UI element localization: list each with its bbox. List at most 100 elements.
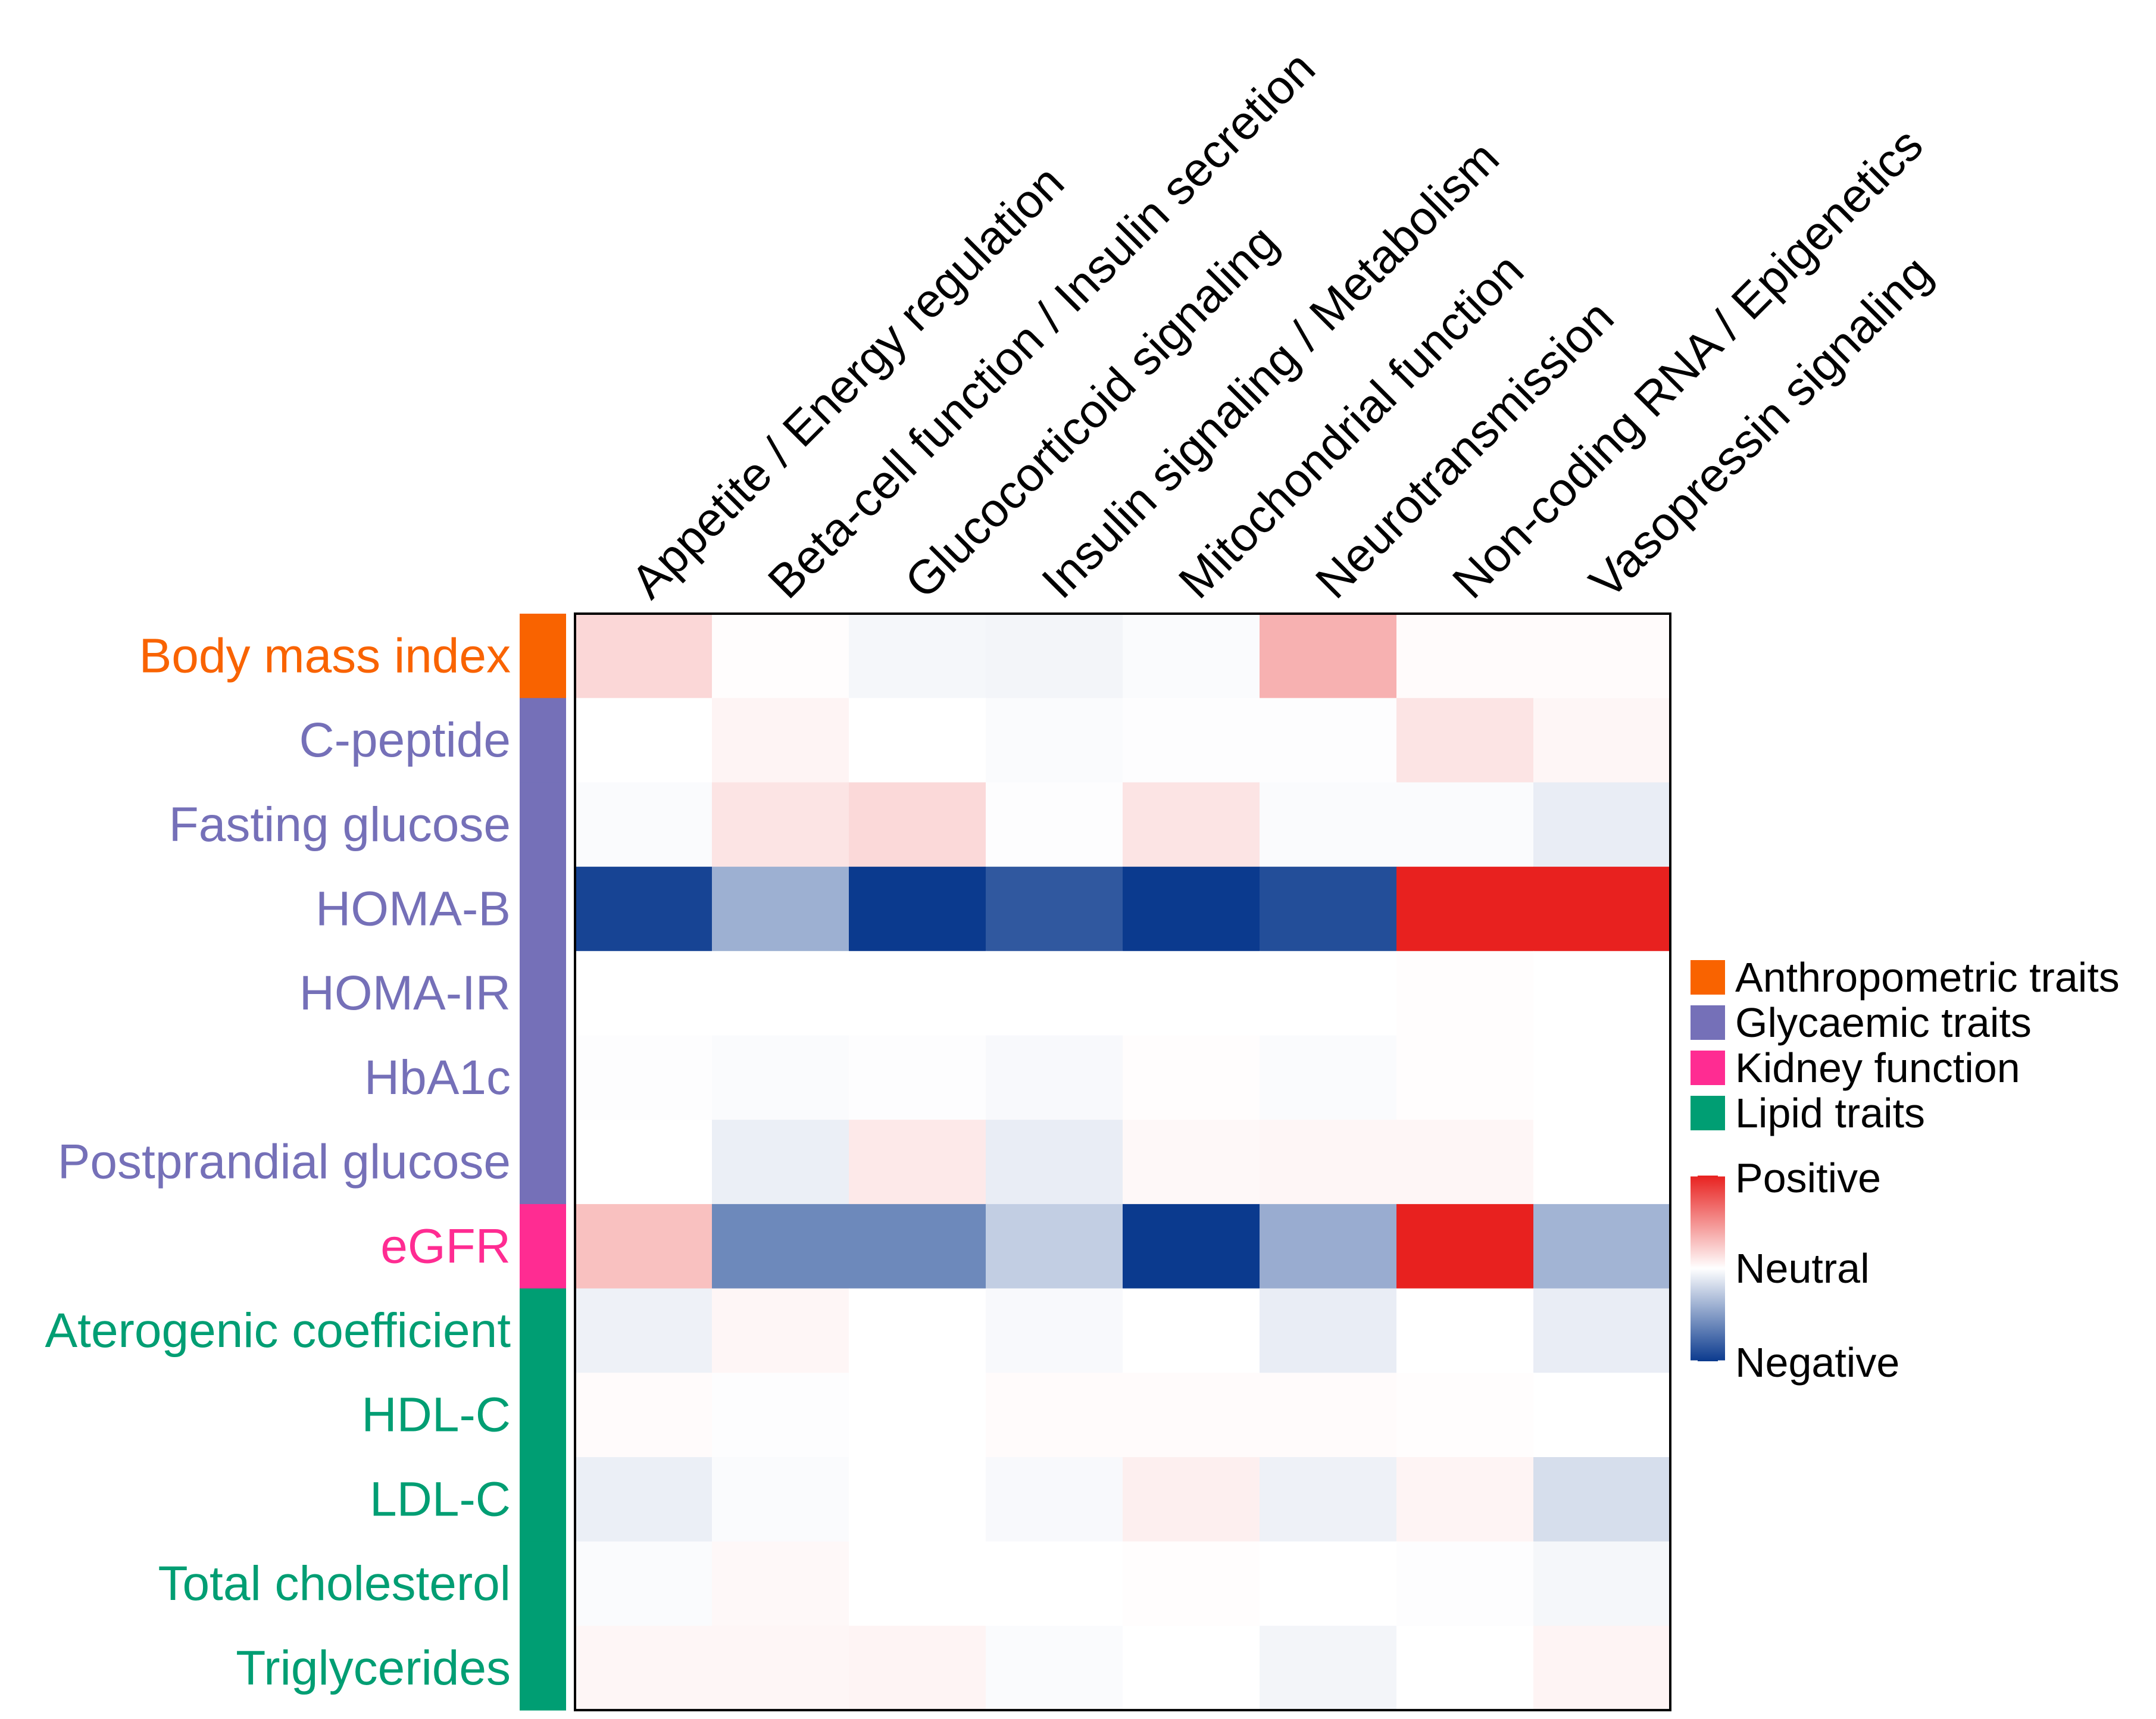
legend-label-glycaemic-traits: Glycaemic traits	[1735, 999, 2032, 1046]
heatmap-cell-hba1c-non-coding-rna-epigenetics	[1396, 1035, 1534, 1120]
group-bar-total-cholesterol	[520, 1541, 566, 1626]
heatmap-cell-homa-b-glucocorticoid-signaling	[849, 867, 986, 952]
plot-border	[574, 612, 1671, 1712]
heatmap-cell-homa-ir-vasopressin-signaling	[1533, 951, 1671, 1036]
colorbar: Positive Neutral Negative	[1691, 1155, 1899, 1386]
colorbar-label-negative: Negative	[1735, 1339, 1899, 1386]
heatmap-cell-hdl-c-vasopressin-signaling	[1533, 1373, 1671, 1458]
colorbar-gradient	[1691, 1176, 1725, 1361]
legend-label-lipid-traits: Lipid traits	[1735, 1090, 1925, 1136]
heatmap-cell-aterogenic-coefficient-glucocorticoid-signaling	[849, 1288, 986, 1373]
heatmap-cell-aterogenic-coefficient-vasopressin-signaling	[1533, 1288, 1671, 1373]
heatmap-cell-postprandial-glucose-glucocorticoid-signaling	[849, 1120, 986, 1205]
colorbar-label-neutral: Neutral	[1735, 1245, 1870, 1292]
heatmap-cell-ldl-c-neurotransmission	[1260, 1457, 1397, 1542]
heatmap-cell-egfr-beta-cell-function-insulin-secretion	[712, 1204, 849, 1289]
heatmap-cell-c-peptide-beta-cell-function-insulin-secretion	[712, 698, 849, 783]
heatmap-cell-c-peptide-mitochondrial-function	[1123, 698, 1260, 783]
heatmap-cell-homa-b-mitochondrial-function	[1123, 867, 1260, 952]
heatmap-cell-postprandial-glucose-non-coding-rna-epigenetics	[1396, 1120, 1534, 1205]
heatmap-cell-body-mass-index-neurotransmission	[1260, 614, 1397, 699]
heatmap-cell-hba1c-glucocorticoid-signaling	[849, 1035, 986, 1120]
heatmap-cell-aterogenic-coefficient-non-coding-rna-epigenetics	[1396, 1288, 1534, 1373]
heatmap-cell-postprandial-glucose-beta-cell-function-insulin-secretion	[712, 1120, 849, 1205]
heatmap-cell-hdl-c-neurotransmission	[1260, 1373, 1397, 1458]
heatmap-cell-fasting-glucose-non-coding-rna-epigenetics	[1396, 782, 1534, 867]
heatmap-cell-fasting-glucose-mitochondrial-function	[1123, 782, 1260, 867]
heatmap-cell-total-cholesterol-insulin-signaling-metabolism	[986, 1541, 1123, 1626]
heatmap-cell-body-mass-index-mitochondrial-function	[1123, 614, 1260, 699]
heatmap-cell-triglycerides-insulin-signaling-metabolism	[986, 1626, 1123, 1711]
legend-swatch-lipid-traits	[1691, 1096, 1725, 1130]
heatmap-cell-triglycerides-glucocorticoid-signaling	[849, 1626, 986, 1711]
heatmap-cell-total-cholesterol-mitochondrial-function	[1123, 1541, 1260, 1626]
heatmap-cell-fasting-glucose-glucocorticoid-signaling	[849, 782, 986, 867]
heatmap-cell-ldl-c-non-coding-rna-epigenetics	[1396, 1457, 1534, 1542]
heatmap-cell-body-mass-index-glucocorticoid-signaling	[849, 614, 986, 699]
row-label-homa-ir: HOMA-IR	[299, 966, 511, 1020]
heatmap-cell-hdl-c-beta-cell-function-insulin-secretion	[712, 1373, 849, 1458]
group-bar-hba1c	[520, 1035, 566, 1120]
heatmap-cell-hba1c-vasopressin-signaling	[1533, 1035, 1671, 1120]
group-bar-aterogenic-coefficient	[520, 1288, 566, 1373]
group-bar-body-mass-index	[520, 614, 566, 699]
row-label-egfr: eGFR	[380, 1219, 511, 1273]
heatmap-cell-homa-ir-insulin-signaling-metabolism	[986, 951, 1123, 1036]
heatmap-cell-total-cholesterol-neurotransmission	[1260, 1541, 1397, 1626]
row-label-ldl-c: LDL-C	[370, 1472, 511, 1526]
row-label-postprandial-glucose: Postprandial glucose	[58, 1135, 511, 1189]
heatmap-cell-homa-ir-glucocorticoid-signaling	[849, 951, 986, 1036]
heatmap-cell-aterogenic-coefficient-mitochondrial-function	[1123, 1288, 1260, 1373]
row-label-body-mass-index: Body mass index	[139, 629, 511, 683]
heatmap-cell-egfr-non-coding-rna-epigenetics	[1396, 1204, 1534, 1289]
heatmap-cell-c-peptide-glucocorticoid-signaling	[849, 698, 986, 783]
heatmap-cell-hba1c-mitochondrial-function	[1123, 1035, 1260, 1120]
heatmap-cell-hdl-c-glucocorticoid-signaling	[849, 1373, 986, 1458]
heatmap-cell-aterogenic-coefficient-neurotransmission	[1260, 1288, 1397, 1373]
heatmap-cell-egfr-appetite-energy-regulation	[575, 1204, 713, 1289]
heatmap-cell-hdl-c-mitochondrial-function	[1123, 1373, 1260, 1458]
legend-swatch-glycaemic-traits	[1691, 1005, 1725, 1040]
group-color-bar	[520, 614, 566, 1711]
heatmap-cell-fasting-glucose-neurotransmission	[1260, 782, 1397, 867]
heatmap-cell-body-mass-index-non-coding-rna-epigenetics	[1396, 614, 1534, 699]
heatmap-cell-c-peptide-insulin-signaling-metabolism	[986, 698, 1123, 783]
heatmap-cell-hdl-c-insulin-signaling-metabolism	[986, 1373, 1123, 1458]
heatmap-cell-hdl-c-appetite-energy-regulation	[575, 1373, 713, 1458]
group-bar-homa-b	[520, 867, 566, 952]
legend-label-anthropometric-traits: Anthropometric traits	[1735, 954, 2120, 1001]
row-label-fasting-glucose: Fasting glucose	[169, 798, 511, 852]
heatmap-cell-ldl-c-mitochondrial-function	[1123, 1457, 1260, 1542]
heatmap-cell-homa-ir-mitochondrial-function	[1123, 951, 1260, 1036]
heatmap-cell-total-cholesterol-appetite-energy-regulation	[575, 1541, 713, 1626]
group-bar-egfr	[520, 1204, 566, 1289]
heatmap-cell-postprandial-glucose-insulin-signaling-metabolism	[986, 1120, 1123, 1205]
group-bar-homa-ir	[520, 951, 566, 1036]
heatmap-cell-ldl-c-vasopressin-signaling	[1533, 1457, 1671, 1542]
heatmap-cell-c-peptide-vasopressin-signaling	[1533, 698, 1671, 783]
heatmap-cell-total-cholesterol-non-coding-rna-epigenetics	[1396, 1541, 1534, 1626]
heatmap-cell-body-mass-index-beta-cell-function-insulin-secretion	[712, 614, 849, 699]
heatmap-cell-body-mass-index-insulin-signaling-metabolism	[986, 614, 1123, 699]
heatmap-cell-homa-ir-neurotransmission	[1260, 951, 1397, 1036]
heatmap-cell-triglycerides-beta-cell-function-insulin-secretion	[712, 1626, 849, 1711]
heatmap-cell-egfr-mitochondrial-function	[1123, 1204, 1260, 1289]
heatmap-cell-ldl-c-beta-cell-function-insulin-secretion	[712, 1457, 849, 1542]
heatmap-cell-homa-b-beta-cell-function-insulin-secretion	[712, 867, 849, 952]
row-label-aterogenic-coefficient: Aterogenic coefficient	[45, 1304, 511, 1358]
heatmap-cell-postprandial-glucose-vasopressin-signaling	[1533, 1120, 1671, 1205]
heatmap-cell-aterogenic-coefficient-beta-cell-function-insulin-secretion	[712, 1288, 849, 1373]
heatmap-cell-triglycerides-mitochondrial-function	[1123, 1626, 1260, 1711]
legend-swatch-anthropometric-traits	[1691, 960, 1725, 995]
heatmap-cell-fasting-glucose-beta-cell-function-insulin-secretion	[712, 782, 849, 867]
heatmap-cell-body-mass-index-appetite-energy-regulation	[575, 614, 713, 699]
heatmap-cells	[575, 614, 1671, 1711]
heatmap-cell-egfr-neurotransmission	[1260, 1204, 1397, 1289]
heatmap-cell-homa-ir-beta-cell-function-insulin-secretion	[712, 951, 849, 1036]
heatmap-cell-triglycerides-appetite-energy-regulation	[575, 1626, 713, 1711]
heatmap-cell-postprandial-glucose-mitochondrial-function	[1123, 1120, 1260, 1205]
heatmap-cell-egfr-insulin-signaling-metabolism	[986, 1204, 1123, 1289]
group-bar-postprandial-glucose	[520, 1120, 566, 1205]
